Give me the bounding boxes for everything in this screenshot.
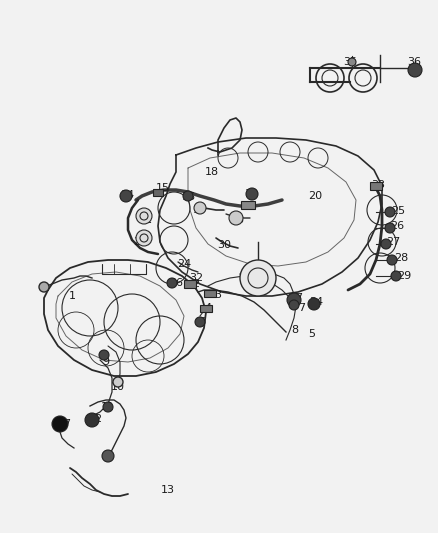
Circle shape bbox=[387, 255, 397, 265]
Text: 19: 19 bbox=[245, 189, 259, 199]
Circle shape bbox=[246, 188, 258, 200]
Text: 35: 35 bbox=[343, 57, 357, 67]
Circle shape bbox=[120, 190, 132, 202]
Text: 30: 30 bbox=[217, 240, 231, 250]
Text: 11: 11 bbox=[101, 402, 115, 412]
Text: 20: 20 bbox=[308, 191, 322, 201]
Text: 26: 26 bbox=[390, 221, 404, 231]
Text: 2: 2 bbox=[192, 279, 200, 289]
Text: 16: 16 bbox=[182, 192, 196, 202]
Text: 17: 17 bbox=[193, 205, 207, 215]
Text: 22: 22 bbox=[133, 237, 147, 247]
Text: 4: 4 bbox=[205, 303, 212, 313]
Circle shape bbox=[381, 239, 391, 249]
Circle shape bbox=[408, 63, 422, 77]
Text: 31: 31 bbox=[257, 271, 271, 281]
Text: 7: 7 bbox=[298, 303, 306, 313]
Circle shape bbox=[385, 207, 395, 217]
Text: 15: 15 bbox=[156, 183, 170, 193]
Bar bbox=[200, 304, 212, 311]
Text: 12: 12 bbox=[89, 414, 103, 424]
Text: 10: 10 bbox=[111, 382, 125, 392]
Text: 28: 28 bbox=[394, 253, 408, 263]
Text: 6: 6 bbox=[198, 317, 205, 327]
Text: 34: 34 bbox=[309, 297, 323, 307]
Circle shape bbox=[287, 293, 301, 307]
Bar bbox=[370, 182, 382, 190]
Text: 21: 21 bbox=[138, 215, 152, 225]
Text: 25: 25 bbox=[391, 206, 405, 216]
Circle shape bbox=[113, 377, 123, 387]
Bar bbox=[184, 280, 196, 288]
Circle shape bbox=[195, 317, 205, 327]
Text: 18: 18 bbox=[205, 167, 219, 177]
Text: 32: 32 bbox=[189, 273, 203, 283]
Text: 5: 5 bbox=[308, 329, 315, 339]
Text: 3: 3 bbox=[215, 290, 222, 300]
Circle shape bbox=[102, 450, 114, 462]
Circle shape bbox=[52, 416, 68, 432]
Bar bbox=[204, 289, 216, 296]
Circle shape bbox=[308, 298, 320, 310]
Circle shape bbox=[348, 58, 356, 66]
Circle shape bbox=[39, 282, 49, 292]
Text: 8: 8 bbox=[291, 325, 299, 335]
Text: 36: 36 bbox=[407, 57, 421, 67]
Text: 37: 37 bbox=[57, 419, 71, 429]
Text: 27: 27 bbox=[386, 237, 400, 247]
Circle shape bbox=[103, 402, 113, 412]
Circle shape bbox=[85, 413, 99, 427]
Text: 13: 13 bbox=[161, 485, 175, 495]
Text: 23: 23 bbox=[230, 215, 244, 225]
Circle shape bbox=[240, 260, 276, 296]
Bar bbox=[153, 189, 163, 196]
Circle shape bbox=[229, 211, 243, 225]
Bar bbox=[241, 201, 255, 209]
Circle shape bbox=[183, 191, 193, 201]
Text: 24: 24 bbox=[177, 259, 191, 269]
Circle shape bbox=[391, 271, 401, 281]
Circle shape bbox=[136, 208, 152, 224]
Text: 33: 33 bbox=[371, 180, 385, 190]
Text: 36: 36 bbox=[169, 278, 183, 288]
Circle shape bbox=[99, 350, 109, 360]
Text: 9: 9 bbox=[102, 357, 110, 367]
Circle shape bbox=[167, 278, 177, 288]
Text: 29: 29 bbox=[397, 271, 411, 281]
Text: 1: 1 bbox=[68, 291, 75, 301]
Circle shape bbox=[194, 202, 206, 214]
Text: 37: 37 bbox=[289, 293, 303, 303]
Circle shape bbox=[385, 223, 395, 233]
Circle shape bbox=[136, 230, 152, 246]
Circle shape bbox=[289, 300, 299, 310]
Text: 14: 14 bbox=[121, 190, 135, 200]
